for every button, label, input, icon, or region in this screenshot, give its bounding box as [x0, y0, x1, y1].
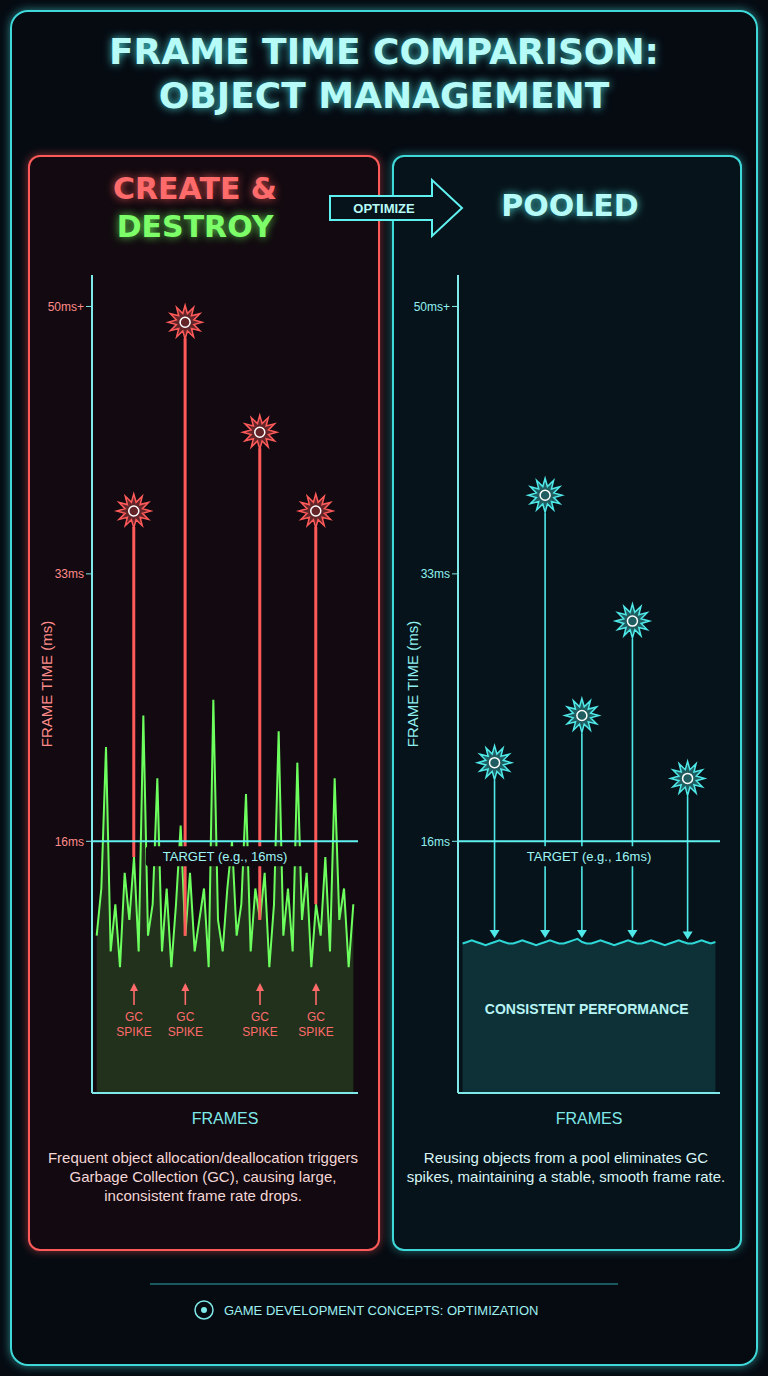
svg-text:FRAMES: FRAMES: [556, 1110, 623, 1127]
html-text:CREATE &: CREATE &: [113, 171, 277, 206]
html-text:POOLED: POOLED: [501, 188, 639, 223]
svg-text:TARGET (e.g., 16ms): TARGET (e.g., 16ms): [163, 849, 288, 864]
svg-text:CONSISTENT PERFORMANCE: CONSISTENT PERFORMANCE: [485, 1001, 689, 1017]
svg-text:FRAMES: FRAMES: [192, 1110, 259, 1127]
svg-text:50ms+: 50ms+: [48, 300, 84, 314]
svg-text:FRAME TIME (ms): FRAME TIME (ms): [38, 621, 55, 747]
svg-text:GCSPIKE: GCSPIKE: [116, 1010, 151, 1039]
svg-text:FRAME TIME (ms): FRAME TIME (ms): [404, 621, 421, 747]
svg-text:GCSPIKE: GCSPIKE: [298, 1010, 333, 1039]
svg-text:50ms+: 50ms+: [414, 300, 450, 314]
html-text:Frequent object allocation/dea: Frequent object allocation/deallocation …: [47, 1149, 359, 1204]
svg-text:GAME DEVELOPMENT CONCEPTS: OPT: GAME DEVELOPMENT CONCEPTS: OPTIMIZATION: [224, 1303, 538, 1318]
svg-text:33ms: 33ms: [421, 567, 450, 581]
html-text:FRAME TIME COMPARISON: OBJECT: FRAME TIME COMPARISON: OBJECT MANAGEMENT: [109, 31, 659, 116]
svg-text:OPTIMIZE: OPTIMIZE: [353, 201, 415, 216]
html-text:Reusing objects from a pool el: Reusing objects from a pool eliminates G…: [406, 1149, 726, 1185]
svg-text:GCSPIKE: GCSPIKE: [242, 1010, 277, 1039]
html-text:DESTROY: DESTROY: [116, 209, 274, 244]
svg-text:GCSPIKE: GCSPIKE: [168, 1010, 203, 1039]
svg-text:16ms: 16ms: [55, 835, 84, 849]
svg-text:16ms: 16ms: [421, 835, 450, 849]
svg-text:33ms: 33ms: [55, 567, 84, 581]
svg-text:TARGET (e.g., 16ms): TARGET (e.g., 16ms): [527, 849, 652, 864]
